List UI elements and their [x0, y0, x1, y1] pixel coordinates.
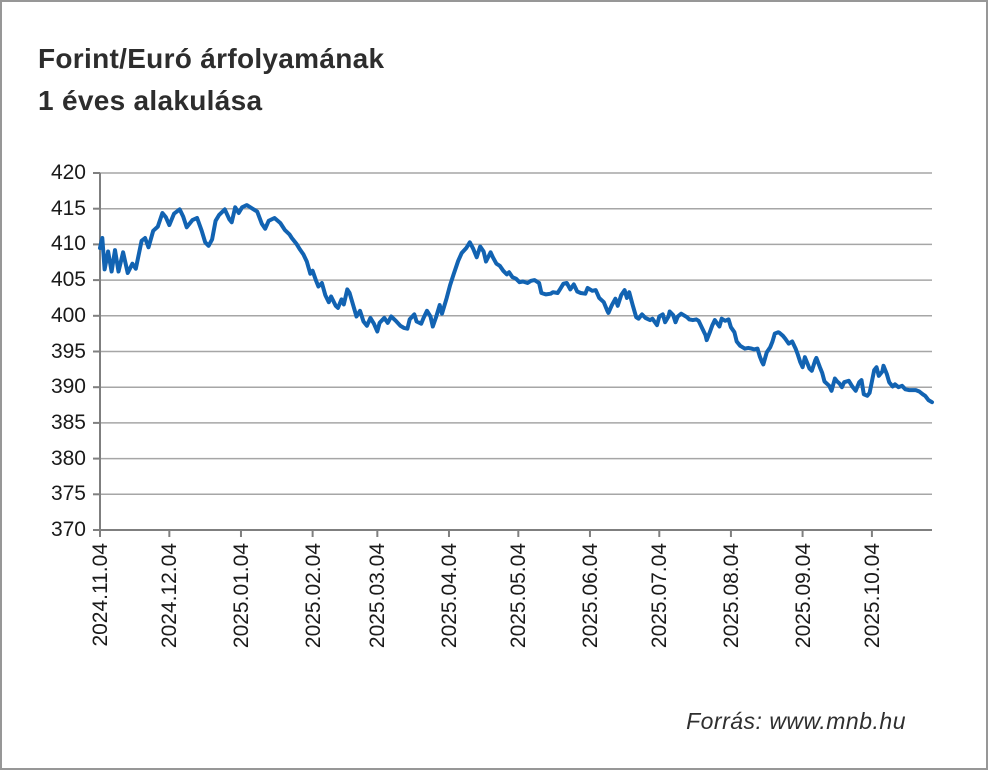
y-tick-label: 420 [50, 161, 86, 184]
exchange-rate-line [98, 203, 934, 405]
x-tick-label: 2025.03.04 [366, 543, 390, 649]
y-tick-label: 410 [50, 232, 86, 256]
x-tick-label: 2025.07.04 [648, 543, 672, 649]
y-tick-label: 395 [50, 339, 86, 363]
y-tick-label: 415 [50, 196, 86, 220]
x-tick-label: 2024.12.04 [158, 543, 182, 649]
x-tick-label: 2025.01.04 [229, 543, 253, 649]
chart-title-line2: 1 éves alakulása [38, 85, 263, 116]
x-tick-label: 2024.11.04 [89, 543, 112, 647]
chart-title: Forint/Euró árfolyamának 1 éves alakulás… [38, 38, 384, 122]
source-attribution: Forrás: www.mnb.hu [686, 708, 906, 734]
x-tick-label: 2025.08.04 [719, 543, 743, 649]
x-tick-label: 2025.04.04 [437, 543, 461, 649]
y-tick-label: 380 [50, 446, 86, 470]
y-tick-label: 370 [50, 518, 86, 541]
x-tick-label: 2025.10.04 [860, 543, 884, 649]
y-tick-label: 405 [50, 268, 86, 292]
y-tick-label: 400 [50, 303, 86, 327]
y-tick-label: 375 [50, 482, 86, 506]
chart-title-line1: Forint/Euró árfolyamának [38, 43, 385, 74]
x-tick-label: 2025.05.04 [507, 543, 531, 649]
x-tick-label: 2025.02.04 [301, 543, 325, 649]
x-tick-label: 2025.09.04 [791, 543, 815, 649]
x-tick-label: 2025.06.04 [578, 543, 602, 649]
y-tick-label: 385 [50, 410, 86, 434]
y-tick-label: 390 [50, 375, 86, 399]
